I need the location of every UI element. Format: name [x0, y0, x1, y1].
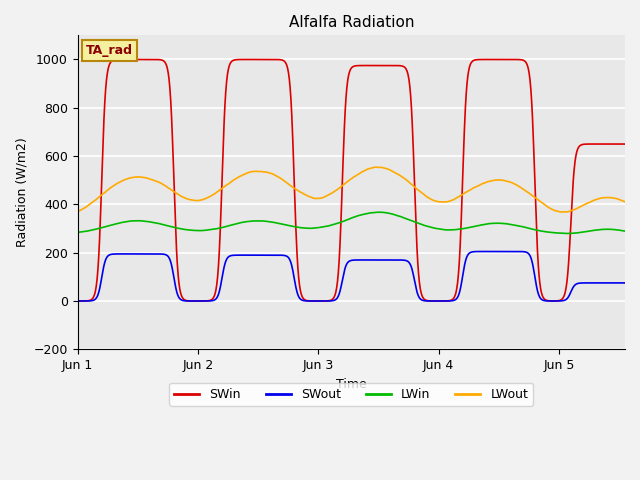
LWout — [606, 195, 614, 201]
LWout — [372, 164, 380, 170]
LWout — [558, 209, 566, 215]
Line: SWout: SWout — [77, 252, 625, 301]
LWin — [376, 209, 383, 215]
X-axis label: Time: Time — [336, 378, 367, 391]
SWout — [605, 280, 613, 286]
LWin — [340, 218, 348, 224]
SWout — [505, 249, 513, 254]
LWout — [102, 189, 109, 195]
LWout — [74, 209, 81, 215]
Line: LWout: LWout — [77, 167, 625, 212]
SWin — [340, 139, 348, 144]
SWout — [340, 270, 348, 276]
SWin — [605, 141, 613, 147]
SWin — [74, 298, 81, 304]
SWout — [102, 257, 109, 263]
Line: LWin: LWin — [77, 212, 625, 233]
SWin — [621, 141, 629, 147]
SWout — [605, 280, 613, 286]
LWin — [102, 224, 109, 229]
LWout — [505, 179, 513, 185]
LWout — [326, 192, 333, 197]
Title: Alfalfa Radiation: Alfalfa Radiation — [289, 15, 414, 30]
Text: TA_rad: TA_rad — [86, 44, 133, 57]
LWin — [621, 228, 629, 234]
Legend: SWin, SWout, LWin, LWout: SWin, SWout, LWin, LWout — [170, 383, 533, 406]
Line: SWin: SWin — [77, 60, 625, 301]
LWin — [606, 227, 614, 232]
LWin — [605, 227, 613, 232]
SWout — [74, 298, 81, 304]
SWin — [495, 57, 502, 62]
SWout — [495, 249, 502, 254]
LWout — [621, 199, 629, 205]
SWin — [326, 298, 333, 303]
SWout — [326, 298, 333, 304]
LWin — [74, 229, 81, 235]
Y-axis label: Radiation (W/m2): Radiation (W/m2) — [15, 137, 28, 247]
SWin — [605, 141, 613, 147]
LWin — [326, 223, 333, 228]
LWout — [340, 181, 348, 187]
SWin — [102, 87, 109, 93]
LWin — [505, 221, 513, 227]
LWout — [605, 195, 613, 201]
SWin — [505, 57, 513, 62]
LWin — [566, 230, 573, 236]
SWout — [621, 280, 629, 286]
